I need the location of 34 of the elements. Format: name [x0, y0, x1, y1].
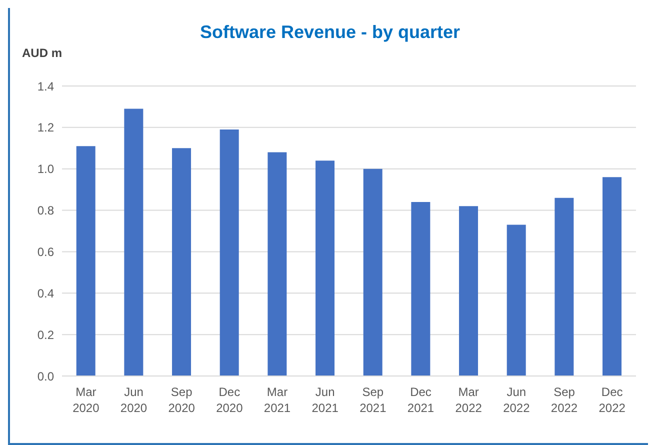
bar — [220, 130, 239, 376]
bar — [268, 152, 287, 376]
x-tick-label: Sep 2021 — [360, 385, 387, 415]
y-axis-title: AUD m — [22, 46, 62, 60]
bar — [459, 206, 478, 376]
x-tick-label: Jun 2021 — [312, 385, 339, 415]
y-tick-label: 1.4 — [37, 79, 54, 94]
y-tick-label: 0.8 — [37, 204, 54, 218]
x-tick-label: Dec 2021 — [407, 385, 434, 415]
bar — [363, 168, 382, 376]
x-tick-label: Mar 2022 — [455, 385, 482, 415]
y-tick-label: 1.0 — [37, 162, 54, 176]
bar — [602, 177, 622, 376]
x-tick-label: Sep 2022 — [550, 385, 578, 415]
bar — [76, 146, 96, 376]
bar — [316, 160, 335, 376]
x-tick-label: Jun 2020 — [120, 385, 148, 415]
bar — [506, 224, 526, 376]
bar — [172, 148, 192, 376]
x-tick-label: Sep 2020 — [168, 385, 196, 415]
y-tick-label: 0.6 — [37, 244, 54, 259]
x-tick-label: Mar 2020 — [72, 385, 100, 415]
x-tick-label: Jun 2022 — [503, 385, 530, 415]
chart-title: Software Revenue - by quarter — [198, 22, 462, 43]
y-tick-label: 1.2 — [37, 120, 54, 135]
x-tick-label: Dec 2020 — [216, 385, 244, 415]
x-tick-label: Mar 2021 — [264, 385, 291, 415]
bar — [554, 198, 574, 376]
bar — [124, 108, 144, 376]
x-tick-label: Dec 2022 — [598, 385, 626, 415]
y-tick-label: 0.4 — [37, 286, 54, 300]
bar — [411, 202, 430, 376]
y-tick-label: 0.0 — [37, 369, 54, 384]
y-tick-label: 0.2 — [37, 328, 54, 342]
